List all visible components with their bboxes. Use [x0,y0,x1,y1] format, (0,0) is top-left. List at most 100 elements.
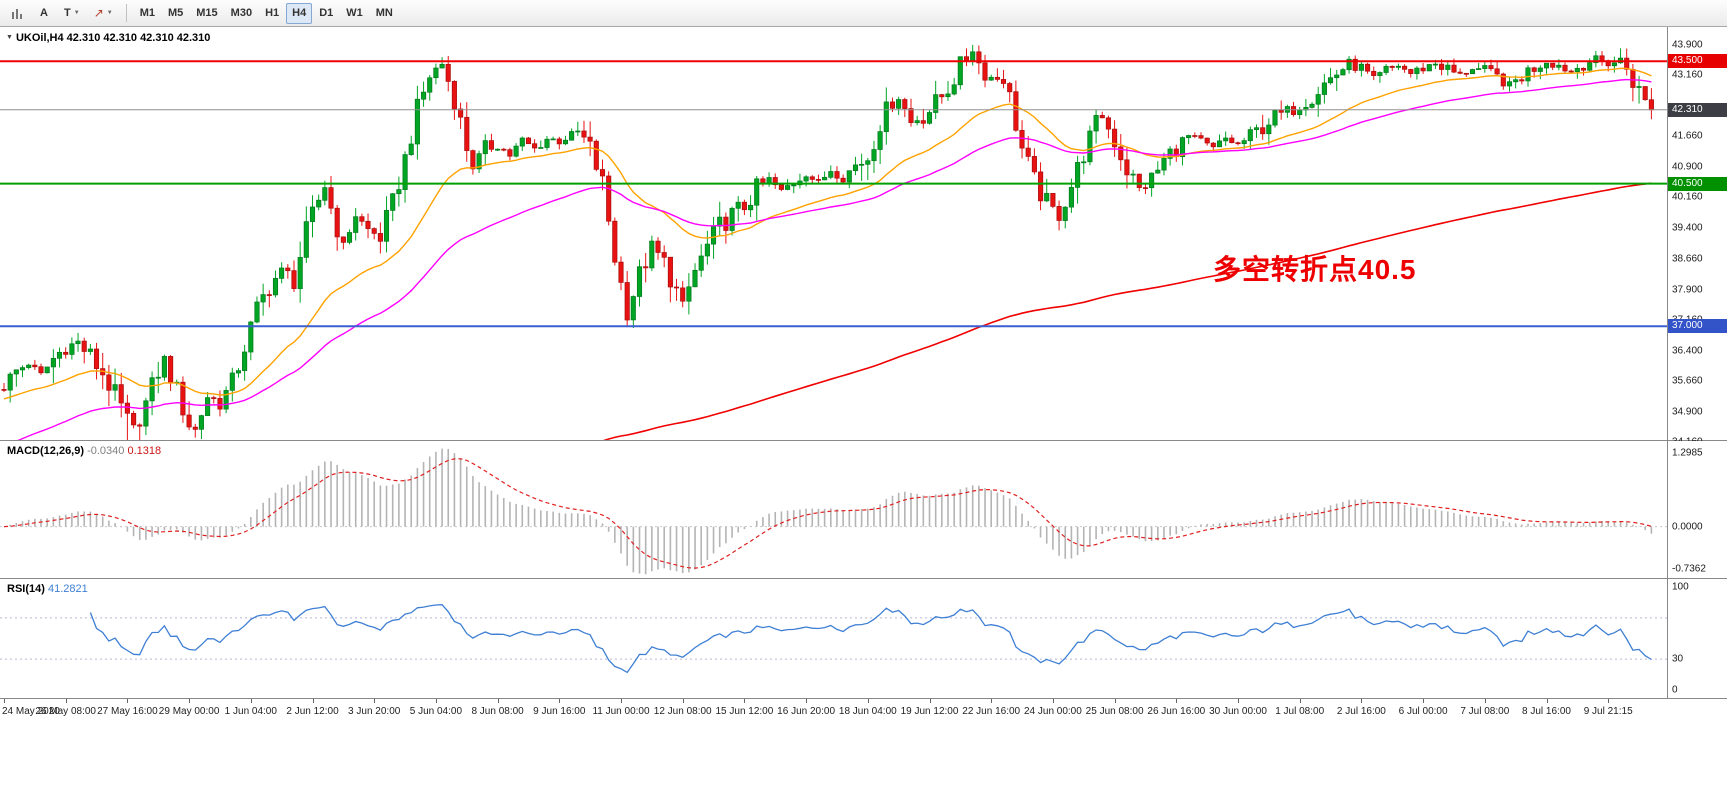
price-axis-label: 34.900 [1672,406,1703,418]
macd-axis-label: 0.0000 [1672,521,1703,533]
time-axis-tick [1423,699,1425,703]
time-axis-tick [806,699,808,703]
time-axis-tick [312,699,314,703]
time-axis-tick [867,699,869,703]
macd-canvas[interactable] [0,441,1667,578]
price-axis[interactable]: 43.500 42.310 40.500 37.000 43.900 43.160 41.6… [1667,27,1727,448]
timeframe-button-d1[interactable]: D1 [319,7,334,19]
label-tool-button[interactable]: T ▼ [58,3,86,24]
main-chart-panel: ▼ UKOil,H4 42.310 42.310 42.310 42.310 多空… [0,27,1727,448]
time-axis-label: 6 Jul 00:00 [1398,706,1448,717]
price-level-tag: 43.500 [1668,54,1727,69]
time-axis-label: 2 Jul 16:00 [1336,706,1386,717]
time-axis-tick [1238,699,1239,703]
time-axis-label: 11 Jun 00:00 [592,706,650,717]
time-axis-tick [991,699,993,703]
text-tool-label: A [40,7,48,19]
time-axis-tick [374,699,376,703]
moving-averages-layer [3,67,1652,440]
time-axis-label: 1 Jul 08:00 [1275,706,1325,717]
time-axis-label: 30 Jun 00:00 [1209,706,1267,717]
time-axis-label: 3 Jun 20:00 [348,706,401,717]
time-axis-label: 19 Jun 12:00 [900,706,959,717]
rsi-line [89,604,1652,674]
time-axis-tick [559,699,561,703]
time-axis-tick [744,699,746,703]
rsi-value: 41.2821 [47,583,88,595]
price-level-tag: 37.000 [1668,319,1727,334]
macd-panel: MACD(12,26,9) -0.0340 0.1318 1.2985 0.000… [0,440,1727,578]
candles-layer [1,44,1654,440]
timeframe-button-m30[interactable]: M30 [230,7,253,19]
time-axis-label: 1 Jun 04:00 [224,706,277,717]
price-axis-label: 41.660 [1672,130,1703,142]
time-axis-label: 26 Jun 16:00 [1147,706,1206,717]
time-axis-label: 27 May 16:00 [97,706,158,717]
macd-signal-line [3,458,1652,569]
chart-title: ▼ UKOil,H4 42.310 42.310 42.310 42.310 [6,32,211,44]
time-axis[interactable]: 24 May 2020 26 May 08:00 27 May 16:00 29 Ma… [0,698,1727,724]
time-axis-tick [497,699,499,703]
rsi-axis[interactable]: 100 30 0 [1667,579,1727,698]
chevron-down-icon: ▼ [106,10,113,16]
time-axis-label: 24 Jun 00:00 [1023,706,1082,717]
text-tool-button[interactable]: A [32,3,56,24]
rsi-axis-label: 30 [1672,653,1684,665]
rsi-label: RSI(14) 41.2821 [7,583,88,595]
time-axis-label: 22 Jun 16:00 [962,706,1021,717]
time-axis-label: 15 Jun 12:00 [715,706,774,717]
time-axis-tick [621,699,622,703]
toolbar-separator [125,4,127,22]
rsi-axis-label: 0 [1672,684,1678,696]
time-axis-label: 26 May 08:00 [35,706,96,717]
label-tool-label: T [64,7,71,19]
timeframe-button-h4[interactable]: H4 [286,2,313,24]
timeframe-button-m1[interactable]: M1 [139,7,155,19]
price-axis-label: 37.900 [1672,284,1703,296]
time-axis-tick [1114,699,1116,703]
time-axis-label: 9 Jul 21:15 [1583,706,1633,717]
price-axis-label: 36.400 [1672,345,1703,357]
time-axis-tick [4,699,5,703]
chart-annotation-text: 多空转折点40.5 [1213,254,1417,285]
macd-value: -0.0340 [87,445,125,457]
mid-ma-line [17,78,1652,440]
arrow-tool-button[interactable]: ↗ ▼ [88,3,119,24]
time-axis-tick [1361,699,1363,703]
time-axis-tick [929,699,931,703]
time-axis-tick [250,699,252,703]
time-axis-tick [435,699,437,703]
arrow-icon: ↗ [93,6,104,20]
macd-axis[interactable]: 1.2985 0.0000 -0.7362 [1667,441,1727,578]
timeframe-button-mn[interactable]: MN [375,7,393,19]
chart-bars-icon [12,8,22,19]
macd-signal-value: 0.1318 [127,445,162,457]
time-axis-tick [1484,699,1486,703]
price-axis-label: 38.660 [1672,253,1703,265]
price-axis-label: 43.160 [1672,69,1703,81]
time-axis-label: 29 May 00:00 [158,706,220,717]
timeframe-button-m15[interactable]: M15 [196,7,218,19]
timeframe-button-w1[interactable]: W1 [346,7,363,19]
chart-bars-button[interactable] [5,3,30,24]
timeframe-button-m5[interactable]: M5 [167,7,184,19]
time-axis-label: 8 Jul 16:00 [1522,706,1571,717]
price-chart-canvas[interactable] [0,27,1667,440]
time-axis-label: 18 Jun 04:00 [838,706,897,717]
price-level-tag: 40.500 [1668,176,1727,191]
rsi-canvas[interactable] [0,579,1667,698]
time-axis-label: 16 Jun 20:00 [777,706,836,717]
time-axis-tick [127,699,129,703]
symbol-dropdown-icon[interactable]: ▼ [6,34,13,41]
macd-axis-label: -0.7362 [1672,563,1706,575]
price-axis-label: 39.400 [1672,222,1703,234]
time-axis-tick [189,699,191,703]
macd-histogram-layer [9,448,1653,575]
level-lines-layer [0,60,1667,328]
time-axis-tick [65,699,67,703]
bottom-filler [0,724,1727,792]
timeframe-button-h1[interactable]: H1 [265,7,280,19]
time-axis-label: 25 Jun 08:00 [1085,706,1144,717]
time-axis-tick [1176,699,1178,703]
price-level-tag: 42.310 [1668,102,1727,117]
